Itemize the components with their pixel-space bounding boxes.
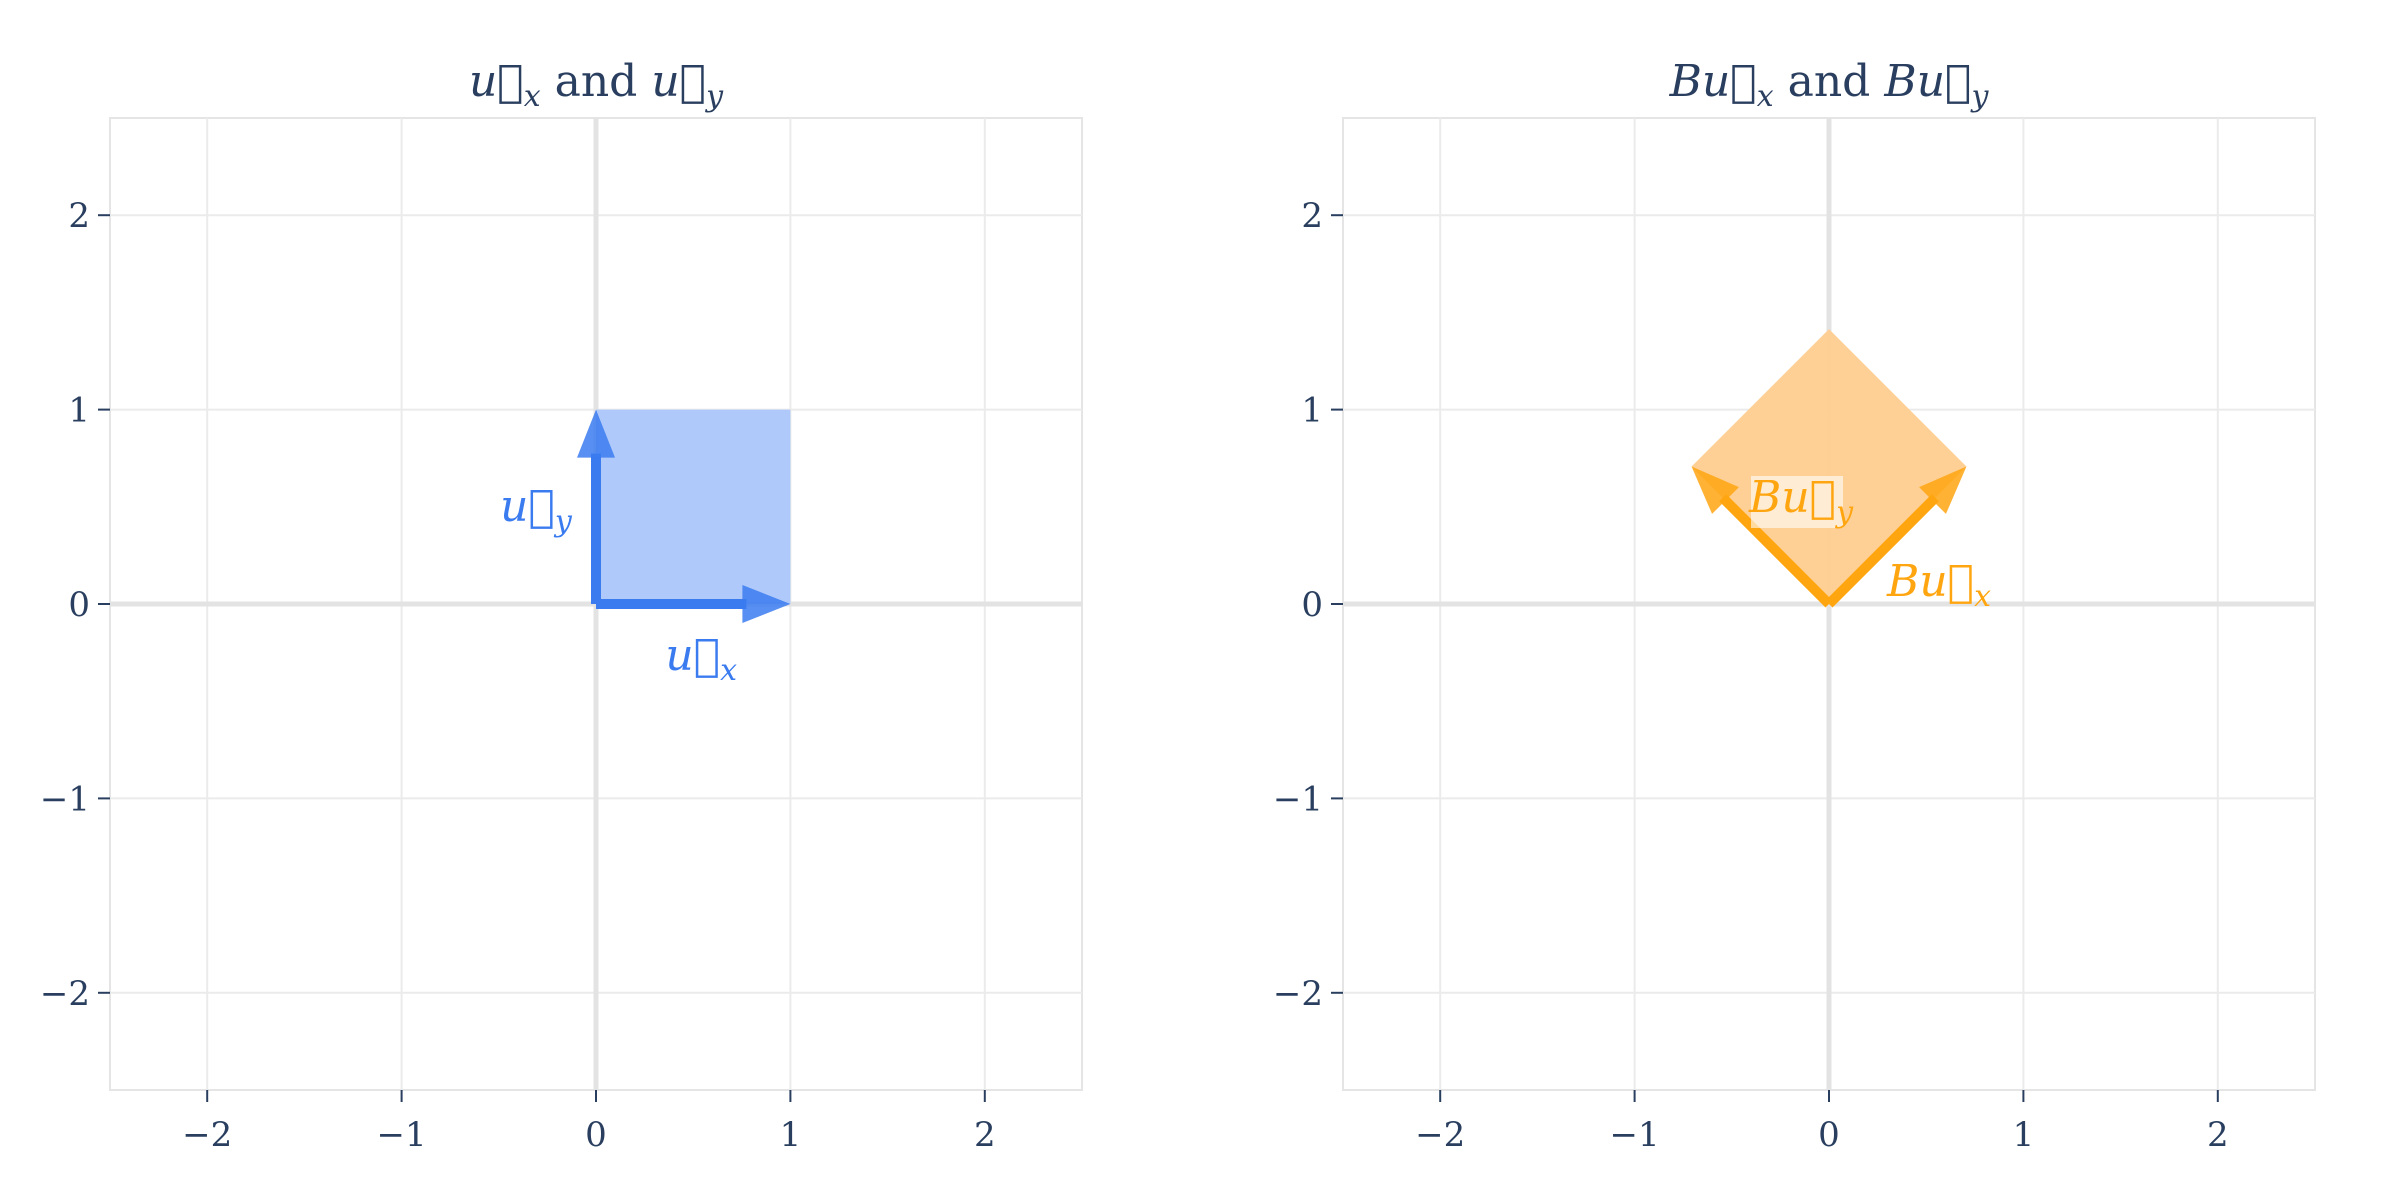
vector-label: u⃗y​ <box>500 481 573 539</box>
y-tick-label: 0 <box>68 585 90 625</box>
vector-label: Bu⃗y​ <box>1748 472 1854 530</box>
vector-arrowhead <box>577 409 615 458</box>
area-parallelogram <box>596 409 791 604</box>
x-tick-label: 1 <box>2013 1115 2035 1155</box>
vector-arrowhead <box>1919 466 1967 514</box>
vector-label-background <box>1751 476 1843 528</box>
x-tick-label: −2 <box>1415 1115 1465 1155</box>
vector-label: Bu⃗x​ <box>1886 556 1991 614</box>
subplot-2: −2 −1 0 1 2 −2 −1 0 1 2 Bu⃗x​ and Bu⃗y​ Bu⃗x​ Bu⃗y​ <box>1273 56 2316 1155</box>
y-tick-label: 1 <box>1301 391 1323 431</box>
y-tick-label: −2 <box>40 974 90 1014</box>
vector-shaft <box>1825 494 1939 608</box>
x-tick-label: 1 <box>780 1115 802 1155</box>
subplot-1: −2 −1 0 1 2 −2 −1 0 1 2 u⃗x​ and u⃗y​ u⃗x​ u⃗y​ <box>40 56 1083 1155</box>
y-tick-label: −2 <box>1273 974 1323 1014</box>
vector-label: u⃗x​ <box>665 630 737 688</box>
x-tick-label: 2 <box>974 1115 996 1155</box>
x-tick-label: −2 <box>182 1115 232 1155</box>
vector-arrowhead <box>1691 466 1739 514</box>
area-parallelogram <box>1691 329 1967 604</box>
x-tick-label: −1 <box>377 1115 427 1155</box>
x-tick-label: 0 <box>1818 1115 1840 1155</box>
chart-title: Bu⃗x​ and Bu⃗y​ <box>1669 56 1990 114</box>
y-tick-label: 1 <box>68 391 90 431</box>
x-tick-label: 2 <box>2207 1115 2229 1155</box>
x-tick-label: −1 <box>1610 1115 1660 1155</box>
vector-arrowhead <box>742 585 791 623</box>
vector-shaft <box>1719 494 1833 608</box>
chart-title: u⃗x​ and u⃗y​ <box>469 56 724 114</box>
x-tick-label: 0 <box>585 1115 607 1155</box>
y-tick-label: 2 <box>1301 196 1323 236</box>
y-tick-label: −1 <box>1273 779 1323 819</box>
y-tick-label: 2 <box>68 196 90 236</box>
y-tick-label: −1 <box>40 779 90 819</box>
y-tick-label: 0 <box>1301 585 1323 625</box>
